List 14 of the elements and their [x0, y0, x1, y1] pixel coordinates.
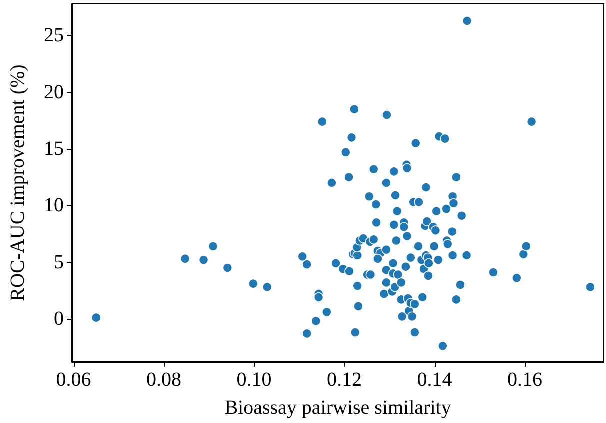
x-tick-label: 0.16: [508, 369, 543, 391]
x-tick-label: 0.06: [56, 369, 92, 391]
y-tick-label: 15: [44, 138, 64, 160]
x-tick-label: 0.10: [236, 369, 272, 391]
x-tick-label: 0.14: [417, 369, 452, 391]
x-tick-label: 0.12: [327, 369, 362, 391]
y-axis-title: ROC-AUC improvement (%): [7, 64, 29, 302]
y-tick-label: 0: [54, 308, 64, 330]
y-tick-label: 25: [44, 24, 64, 47]
x-tick-label: 0.08: [146, 369, 182, 391]
x-axis-title: Bioassay pairwise similarity: [224, 397, 452, 419]
y-tick-label: 10: [44, 194, 64, 217]
y-tick-label: 20: [44, 81, 64, 104]
y-tick-label: 5: [54, 251, 64, 274]
